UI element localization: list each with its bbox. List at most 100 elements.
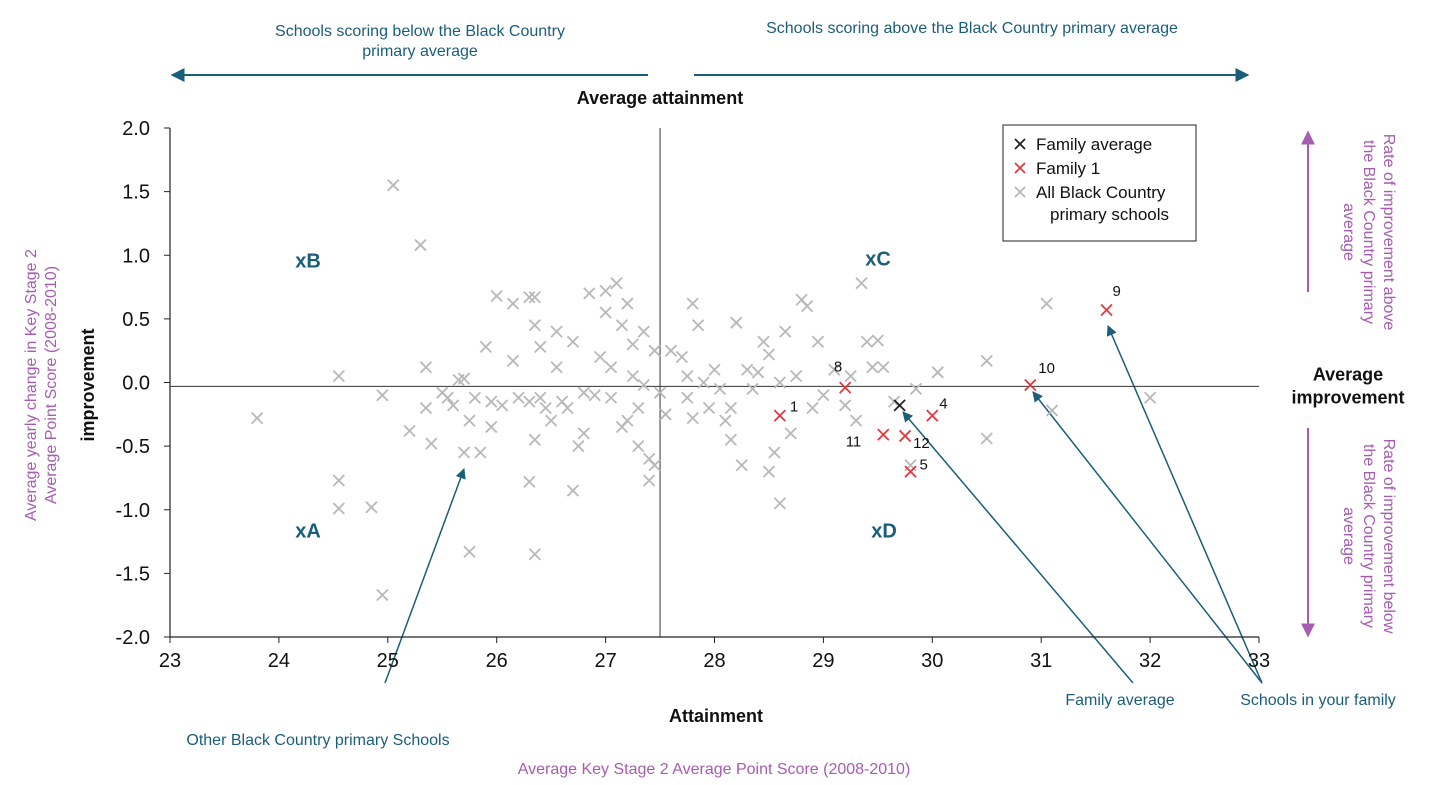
point <box>485 395 498 408</box>
point <box>686 297 699 310</box>
arrow-family-average <box>902 411 1134 684</box>
x-tick-label: 26 <box>486 650 508 672</box>
point <box>566 335 580 348</box>
point <box>528 319 541 332</box>
point <box>523 475 536 488</box>
point <box>1143 391 1157 404</box>
point <box>506 297 520 310</box>
point <box>534 391 547 404</box>
y-tick-label: 1.0 <box>122 245 150 267</box>
point <box>637 378 650 392</box>
point <box>904 465 917 478</box>
y-tick-label: 1.5 <box>122 182 150 204</box>
point <box>811 335 825 348</box>
point <box>817 389 830 402</box>
point <box>474 446 487 459</box>
ref-x-label: Average attainment <box>576 87 744 108</box>
x-tick-label: 23 <box>159 650 181 672</box>
point <box>1040 297 1053 310</box>
point <box>250 411 264 425</box>
point <box>447 399 460 412</box>
point <box>463 414 476 427</box>
point-label: 5 <box>920 457 928 474</box>
point <box>626 370 639 383</box>
point <box>414 238 427 252</box>
point <box>566 484 580 497</box>
point <box>773 497 786 510</box>
y-tick-label: -1.0 <box>116 500 150 522</box>
point <box>806 401 819 415</box>
point <box>643 474 656 487</box>
y-tick-label: -2.0 <box>116 627 150 649</box>
y-tick-label: -1.5 <box>116 563 150 585</box>
annotation: Schools scoring below the Black Country … <box>275 23 565 60</box>
x-tick-label: 32 <box>1139 650 1161 672</box>
point <box>610 277 623 290</box>
point <box>528 291 541 304</box>
point <box>621 297 634 310</box>
point <box>599 306 612 319</box>
point <box>724 433 737 446</box>
y-tick-label: -0.5 <box>116 436 150 458</box>
point <box>365 501 378 514</box>
point <box>675 350 688 364</box>
point <box>681 370 694 383</box>
point-label: 11 <box>846 434 862 451</box>
point <box>534 340 547 354</box>
point-label: 8 <box>834 359 842 376</box>
x-tick-label: 31 <box>1030 650 1052 672</box>
point <box>485 420 498 434</box>
point <box>735 459 748 472</box>
point <box>828 363 841 376</box>
point <box>762 348 776 361</box>
point <box>713 382 727 395</box>
point <box>724 401 737 415</box>
x-tick-label: 30 <box>921 650 943 672</box>
point <box>523 291 536 304</box>
point <box>419 361 433 374</box>
point <box>577 386 590 399</box>
point <box>877 428 890 441</box>
point <box>751 366 765 379</box>
point <box>528 548 541 561</box>
point <box>403 424 416 437</box>
x-tick-label: 24 <box>268 650 290 672</box>
point <box>376 588 389 602</box>
point <box>877 361 890 374</box>
point <box>523 395 536 408</box>
y-tick-label: 0.5 <box>122 309 150 331</box>
point <box>539 401 552 415</box>
point <box>550 325 563 338</box>
ref-y-label: Average improvement <box>1291 364 1405 408</box>
point <box>604 391 618 404</box>
y-tick-label: 0.0 <box>122 373 150 395</box>
point <box>615 319 629 332</box>
y-tick-label: 2.0 <box>122 118 150 140</box>
annotation: Other Black Country primary Schools <box>186 732 450 749</box>
annotation: Rate of improvement above the Black Coun… <box>1340 133 1397 331</box>
point <box>463 545 476 558</box>
point <box>653 386 667 399</box>
point <box>1100 303 1113 317</box>
point-label: 4 <box>939 396 947 413</box>
point <box>604 361 618 374</box>
point <box>490 289 503 303</box>
point <box>697 376 710 389</box>
point <box>844 370 857 383</box>
point <box>904 459 917 472</box>
point <box>561 401 574 415</box>
point <box>790 370 803 383</box>
y-axis-label: improvement <box>77 328 98 442</box>
point <box>425 437 438 450</box>
point <box>648 344 661 357</box>
point <box>779 325 792 338</box>
point <box>664 344 678 357</box>
point <box>468 391 482 404</box>
point <box>839 381 852 394</box>
point <box>800 300 814 313</box>
point <box>387 179 400 192</box>
annotation: Schools in your family <box>1240 692 1396 709</box>
point <box>659 408 672 421</box>
point <box>626 338 639 351</box>
point <box>332 370 345 383</box>
